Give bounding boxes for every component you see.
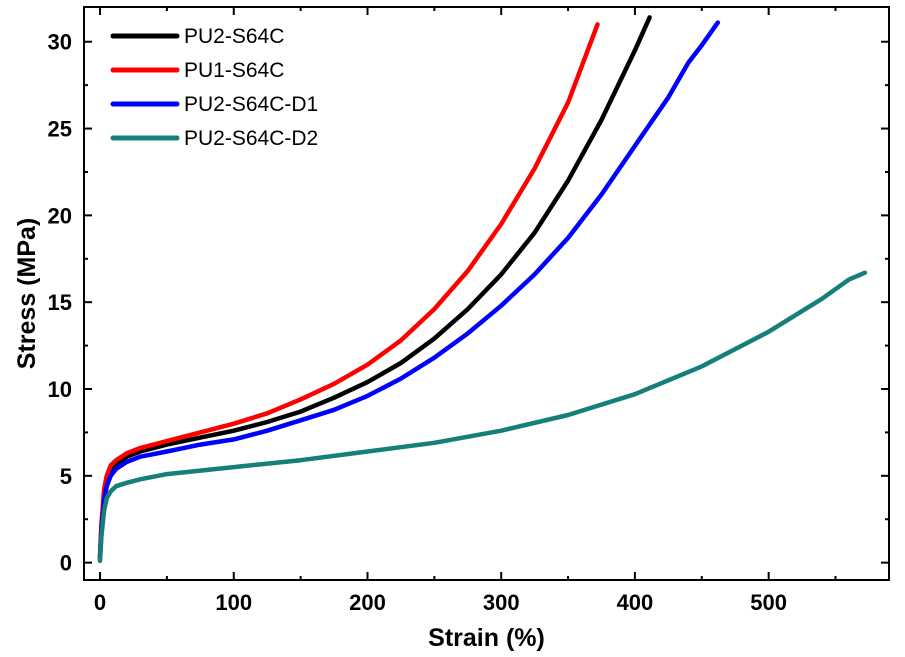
y-tick-label: 30 xyxy=(48,30,72,55)
y-tick-label: 0 xyxy=(60,551,72,576)
y-tick-label: 5 xyxy=(60,464,72,489)
y-tick-label: 20 xyxy=(48,203,72,228)
legend: PU2-S64C PU1-S64C PU2-S64C-D1 PU2-S64C-D2 xyxy=(110,25,318,150)
x-tick-label: 0 xyxy=(94,590,106,615)
y-tick-label: 15 xyxy=(48,290,72,315)
series-line-4 xyxy=(97,270,868,564)
series-line-2 xyxy=(97,22,600,560)
legend-label-2: PU1-S64C xyxy=(184,59,284,82)
x-tick-label: 400 xyxy=(617,590,654,615)
x-axis-title: Strain (%) xyxy=(428,624,545,652)
legend-label-4: PU2-S64C-D2 xyxy=(184,127,318,150)
plot-frame xyxy=(83,6,890,581)
series-line-3 xyxy=(97,20,721,562)
y-tick-label: 25 xyxy=(48,117,72,142)
legend-label-1: PU2-S64C xyxy=(184,25,284,48)
legend-label-3: PU2-S64C-D1 xyxy=(184,93,318,116)
series-line-1 xyxy=(97,15,652,560)
y-tick-label: 10 xyxy=(48,377,72,402)
x-tick-label: 100 xyxy=(215,590,252,615)
axis-ticks: 0 100 200 300 400 500 0 5 10 15 20 25 30 xyxy=(48,7,889,615)
x-tick-label: 200 xyxy=(349,590,386,615)
x-tick-label: 300 xyxy=(483,590,520,615)
y-axis-title: Stress (MPa) xyxy=(13,218,41,369)
data-series xyxy=(97,15,868,564)
x-tick-label: 500 xyxy=(750,590,787,615)
